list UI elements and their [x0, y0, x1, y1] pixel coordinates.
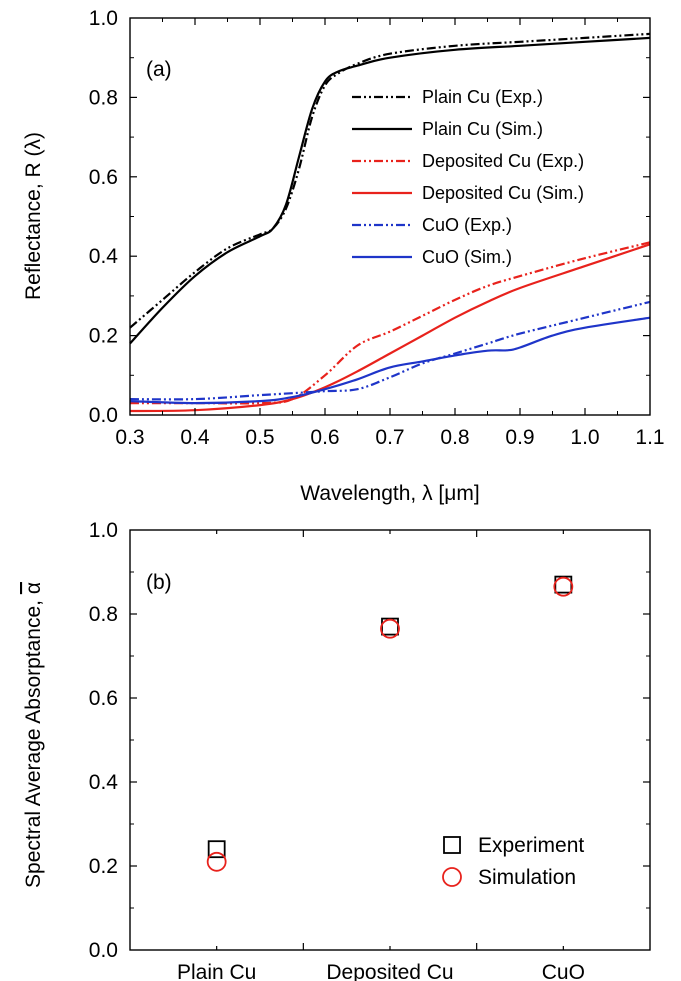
- reflectance-chart: 0.3 0.4 0.5 0.6 0.7 0.8 0.9 1.0 1.1 0.0 0.2 0.4 0.6…: [22, 7, 665, 505]
- y-tick-label: 0.6: [89, 166, 118, 189]
- simulation-point: [553, 576, 574, 597]
- axis-ticks: [130, 530, 650, 950]
- category-label: Plain Cu: [177, 961, 256, 981]
- legend-label: Experiment: [478, 834, 584, 857]
- legend-label: Simulation: [478, 866, 576, 889]
- y-tick-labels: 0.0 0.2 0.4 0.6 0.8 1.0: [89, 519, 119, 962]
- y-tick-label: 0.6: [89, 687, 118, 710]
- category-label: CuO: [542, 961, 585, 981]
- series-line: [130, 241, 651, 405]
- series-line: [129, 243, 651, 413]
- x-tick-label: 0.4: [180, 426, 210, 449]
- x-tick-label: 0.5: [245, 426, 274, 449]
- legend-label: Deposited Cu (Exp.): [422, 151, 584, 171]
- x-tick-label: 0.3: [115, 426, 144, 449]
- y-tick-label: 0.0: [89, 404, 118, 427]
- alpha-bar-symbol: α: [22, 582, 45, 594]
- legend-label: Plain Cu (Sim.): [422, 119, 543, 139]
- y-tick-labels: 0.0 0.2 0.4 0.6 0.8 1.0: [89, 7, 119, 427]
- y-tick-label: 0.4: [89, 245, 119, 268]
- series-line: [129, 300, 651, 401]
- x-tick-labels: 0.3 0.4 0.5 0.6 0.7 0.8 0.9 1.0 1.1: [115, 426, 664, 449]
- y-tick-label: 1.0: [89, 519, 118, 542]
- plot-frame: [129, 17, 651, 416]
- x-tick-label: 0.7: [375, 426, 404, 449]
- x-tick-label: 0.8: [440, 426, 469, 449]
- y-tick-label: 0.4: [89, 771, 119, 794]
- y-tick-label: 0.2: [89, 855, 118, 878]
- legend-swatch: [443, 836, 461, 854]
- x-tick-label: 1.0: [570, 426, 599, 449]
- x-axis-title: Wavelength, λ [μm]: [300, 482, 479, 505]
- series-group: [129, 32, 651, 413]
- legend-label: CuO (Exp.): [422, 215, 512, 235]
- legend-swatch: [442, 867, 462, 887]
- legend-label: Deposited Cu (Sim.): [422, 183, 584, 203]
- x-tick-label: 1.1: [635, 426, 664, 449]
- legend-label: CuO (Sim.): [422, 247, 512, 267]
- series-line: [129, 36, 651, 345]
- y-tick-label: 0.0: [89, 939, 118, 962]
- x-tick-label: 0.6: [310, 426, 339, 449]
- y-axis-title: Spectral Average Absorptance, α: [22, 582, 45, 888]
- category-labels: Plain Cu Deposited Cu CuO: [177, 961, 585, 981]
- y-tick-label: 0.8: [89, 86, 118, 109]
- x-tick-label: 0.9: [505, 426, 534, 449]
- series-line: [129, 32, 651, 329]
- absorptance-chart: 0.0 0.2 0.4 0.6 0.8 1.0 Plain Cu Deposited Cu C…: [22, 519, 651, 981]
- axis-ticks: [130, 18, 650, 415]
- y-tick-label: 0.8: [89, 603, 118, 626]
- category-label: Deposited Cu: [326, 961, 453, 981]
- y-axis-title: Reflectance, R (λ): [22, 132, 45, 300]
- simulation-point: [206, 851, 227, 872]
- experiment-point: [207, 840, 226, 859]
- data-points: [206, 575, 574, 872]
- legend-label: Plain Cu (Exp.): [422, 87, 543, 107]
- series-line: [129, 316, 651, 405]
- panel-label-a: (a): [146, 58, 172, 81]
- y-tick-label: 0.2: [89, 325, 118, 348]
- simulation-point: [380, 618, 400, 639]
- panel-label-b: (b): [146, 571, 172, 594]
- legend: Experiment Simulation: [442, 834, 584, 889]
- y-tick-label: 1.0: [89, 7, 118, 30]
- y-axis-title-text: Spectral Average Absorptance,: [22, 594, 45, 888]
- legend: Plain Cu (Exp.) Plain Cu (Sim.) Deposited …: [352, 87, 584, 267]
